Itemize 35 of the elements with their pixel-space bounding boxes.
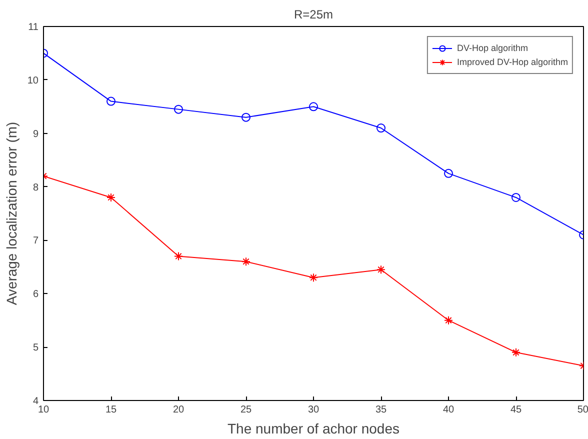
x-tick-label: 25 bbox=[240, 404, 252, 416]
y-axis-title: Average localization error (m) bbox=[3, 122, 20, 306]
x-tick-label: 40 bbox=[442, 404, 454, 416]
point bbox=[512, 192, 520, 202]
point bbox=[106, 96, 116, 106]
point bbox=[242, 112, 250, 122]
y-tick-label: 4 bbox=[32, 396, 39, 407]
point bbox=[309, 102, 318, 112]
y-tick-label: 8 bbox=[32, 182, 39, 194]
legend-label: DV-Hop algorithm bbox=[456, 42, 528, 54]
point bbox=[106, 192, 116, 202]
point bbox=[444, 316, 453, 325]
point bbox=[309, 273, 318, 282]
point bbox=[242, 257, 250, 266]
y-tick-label: 11 bbox=[28, 22, 39, 33]
point bbox=[376, 124, 386, 133]
y-tick-label: 9 bbox=[32, 128, 39, 140]
y-tick-label: 6 bbox=[32, 289, 39, 300]
x-tick-label: 50 bbox=[577, 404, 588, 416]
x-tick-label: 30 bbox=[308, 404, 320, 416]
chart-title: R=25m bbox=[294, 8, 334, 22]
legend-label: Improved DV-Hop algorithm bbox=[456, 56, 568, 68]
point bbox=[512, 348, 520, 357]
y-tick-label: 10 bbox=[27, 75, 39, 86]
x-axis-title: The number of achor nodes bbox=[228, 420, 400, 436]
x-tick-label: 15 bbox=[105, 404, 117, 416]
point bbox=[174, 252, 183, 261]
y-tick-label: 5 bbox=[32, 342, 39, 354]
x-tick-label: 45 bbox=[510, 404, 522, 416]
y-tick-label: 7 bbox=[32, 236, 39, 247]
x-tick-label: 20 bbox=[172, 404, 184, 416]
point bbox=[376, 265, 386, 274]
point bbox=[444, 168, 453, 178]
x-tick-label: 35 bbox=[375, 404, 387, 416]
point bbox=[174, 104, 183, 114]
